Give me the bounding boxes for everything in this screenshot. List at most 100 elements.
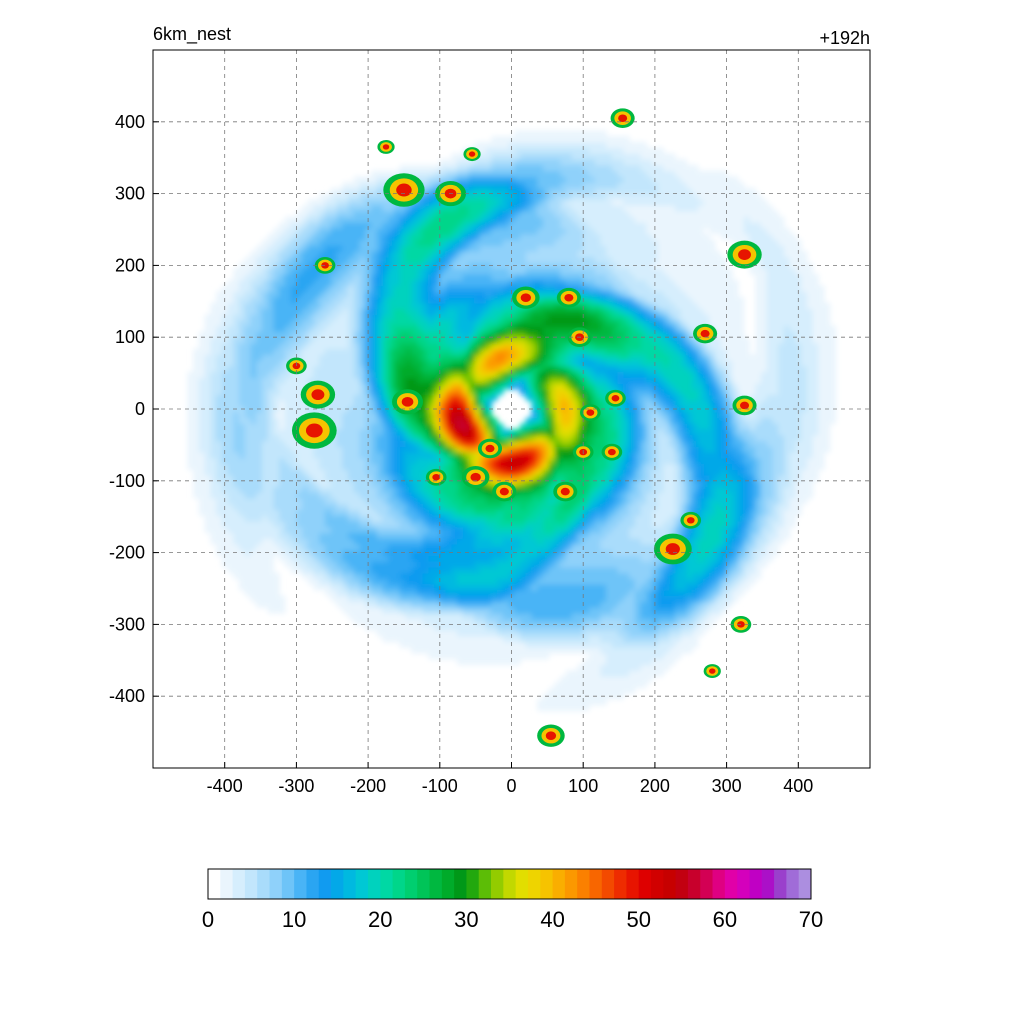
field-cell bbox=[451, 314, 458, 321]
field-cell bbox=[359, 480, 366, 488]
field-cell bbox=[525, 538, 533, 545]
field-cell bbox=[284, 417, 292, 424]
field-cell bbox=[416, 630, 424, 637]
field-cell bbox=[416, 446, 424, 453]
field-cell bbox=[445, 567, 452, 574]
field-cell bbox=[319, 279, 326, 287]
field-cell bbox=[405, 268, 412, 275]
field-cell bbox=[388, 434, 395, 442]
field-cell bbox=[244, 423, 252, 430]
field-cell bbox=[284, 285, 292, 292]
field-cell bbox=[336, 572, 343, 579]
field-cell bbox=[348, 612, 355, 620]
field-cell bbox=[342, 233, 349, 241]
field-cell bbox=[250, 589, 257, 597]
field-cell bbox=[428, 607, 435, 614]
field-cell bbox=[233, 388, 240, 396]
field-cell bbox=[376, 388, 383, 396]
field-cell bbox=[393, 210, 401, 218]
field-cell bbox=[359, 411, 366, 419]
field-cell bbox=[330, 406, 338, 413]
field-cell bbox=[502, 589, 510, 597]
field-cell bbox=[502, 279, 510, 287]
field-cell bbox=[405, 624, 412, 631]
field-cell bbox=[307, 251, 315, 258]
field-cell bbox=[451, 630, 458, 637]
field-cell bbox=[393, 245, 401, 252]
field-cell bbox=[313, 377, 320, 384]
field-cell bbox=[520, 383, 527, 390]
field-cell bbox=[198, 463, 206, 470]
field-cell bbox=[508, 595, 515, 602]
field-cell bbox=[239, 279, 246, 287]
field-cell bbox=[457, 164, 464, 172]
field-cell bbox=[525, 624, 533, 631]
field-cell bbox=[342, 331, 349, 338]
field-cell bbox=[302, 302, 309, 309]
field-cell bbox=[239, 429, 246, 436]
field-cell bbox=[502, 274, 510, 281]
field-cell bbox=[468, 624, 475, 631]
field-cell bbox=[325, 371, 332, 378]
field-cell bbox=[388, 589, 395, 597]
field-cell bbox=[416, 503, 424, 511]
field-cell bbox=[227, 365, 234, 373]
field-cell bbox=[554, 159, 561, 166]
field-cell bbox=[348, 297, 355, 304]
field-cell bbox=[474, 239, 481, 246]
field-cell bbox=[325, 555, 332, 562]
field-cell bbox=[457, 256, 464, 264]
field-cell bbox=[451, 635, 458, 643]
field-cell bbox=[566, 440, 573, 447]
field-cell bbox=[411, 371, 418, 378]
field-cell bbox=[256, 354, 263, 361]
field-cell bbox=[434, 434, 441, 442]
field-cell bbox=[485, 538, 492, 545]
field-cell bbox=[560, 635, 567, 643]
field-cell bbox=[284, 503, 292, 511]
field-cell bbox=[537, 578, 544, 585]
field-cell bbox=[434, 251, 441, 258]
field-cell bbox=[284, 262, 292, 269]
field-cell bbox=[393, 578, 401, 585]
field-cell bbox=[302, 371, 309, 378]
field-cell bbox=[325, 544, 332, 551]
field-cell bbox=[468, 394, 475, 401]
field-cell bbox=[348, 251, 355, 258]
field-cell bbox=[336, 297, 343, 304]
field-cell bbox=[537, 440, 544, 447]
field-cell bbox=[543, 595, 550, 602]
field-cell bbox=[502, 635, 510, 643]
field-cell bbox=[451, 245, 458, 252]
field-cell bbox=[244, 371, 252, 378]
field-cell bbox=[520, 624, 527, 631]
field-cell bbox=[560, 360, 567, 367]
field-cell bbox=[376, 239, 383, 246]
field-cell bbox=[388, 503, 395, 511]
field-cell bbox=[336, 337, 343, 344]
field-cell bbox=[388, 268, 395, 275]
field-cell bbox=[393, 388, 401, 396]
field-cell bbox=[497, 584, 504, 591]
field-cell bbox=[302, 572, 309, 579]
field-cell bbox=[319, 354, 326, 361]
field-cell bbox=[336, 567, 343, 574]
field-cell bbox=[566, 245, 573, 252]
field-cell bbox=[525, 561, 533, 568]
field-cell bbox=[376, 210, 383, 218]
field-cell bbox=[422, 607, 429, 614]
field-cell bbox=[313, 561, 320, 568]
field-cell bbox=[267, 486, 274, 493]
field-cell bbox=[491, 641, 498, 648]
field-cell bbox=[393, 624, 401, 631]
field-cell bbox=[411, 222, 418, 229]
field-cell bbox=[434, 210, 441, 218]
field-cell bbox=[193, 469, 200, 476]
field-cell bbox=[365, 589, 372, 597]
field-cell bbox=[279, 222, 286, 229]
field-cell bbox=[325, 365, 332, 373]
field-cell bbox=[554, 228, 561, 235]
field-cell bbox=[560, 342, 567, 350]
field-cell bbox=[411, 331, 418, 338]
field-cell bbox=[560, 159, 567, 166]
